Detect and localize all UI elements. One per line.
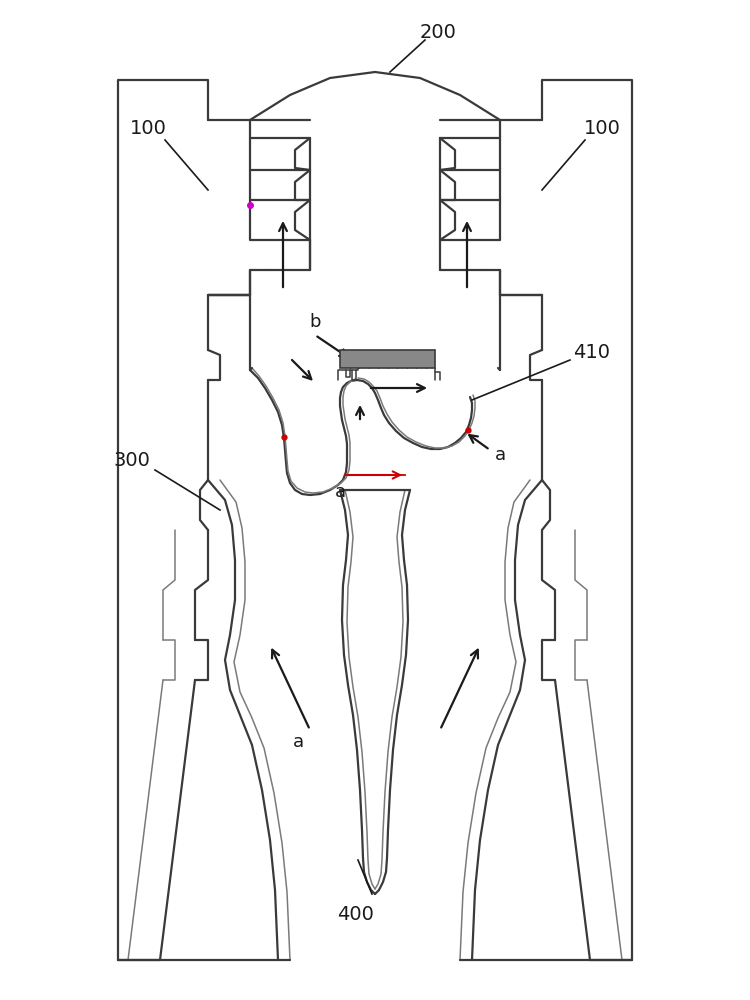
Text: 100: 100 xyxy=(584,118,620,137)
Text: 410: 410 xyxy=(574,342,610,361)
Bar xyxy=(340,350,435,368)
Text: a: a xyxy=(494,446,506,464)
Text: a: a xyxy=(334,483,346,501)
Text: 400: 400 xyxy=(337,906,374,924)
Text: 200: 200 xyxy=(419,22,457,41)
Text: 300: 300 xyxy=(113,450,151,470)
Text: 100: 100 xyxy=(130,118,166,137)
Text: b: b xyxy=(309,313,321,331)
Text: a: a xyxy=(292,733,304,751)
